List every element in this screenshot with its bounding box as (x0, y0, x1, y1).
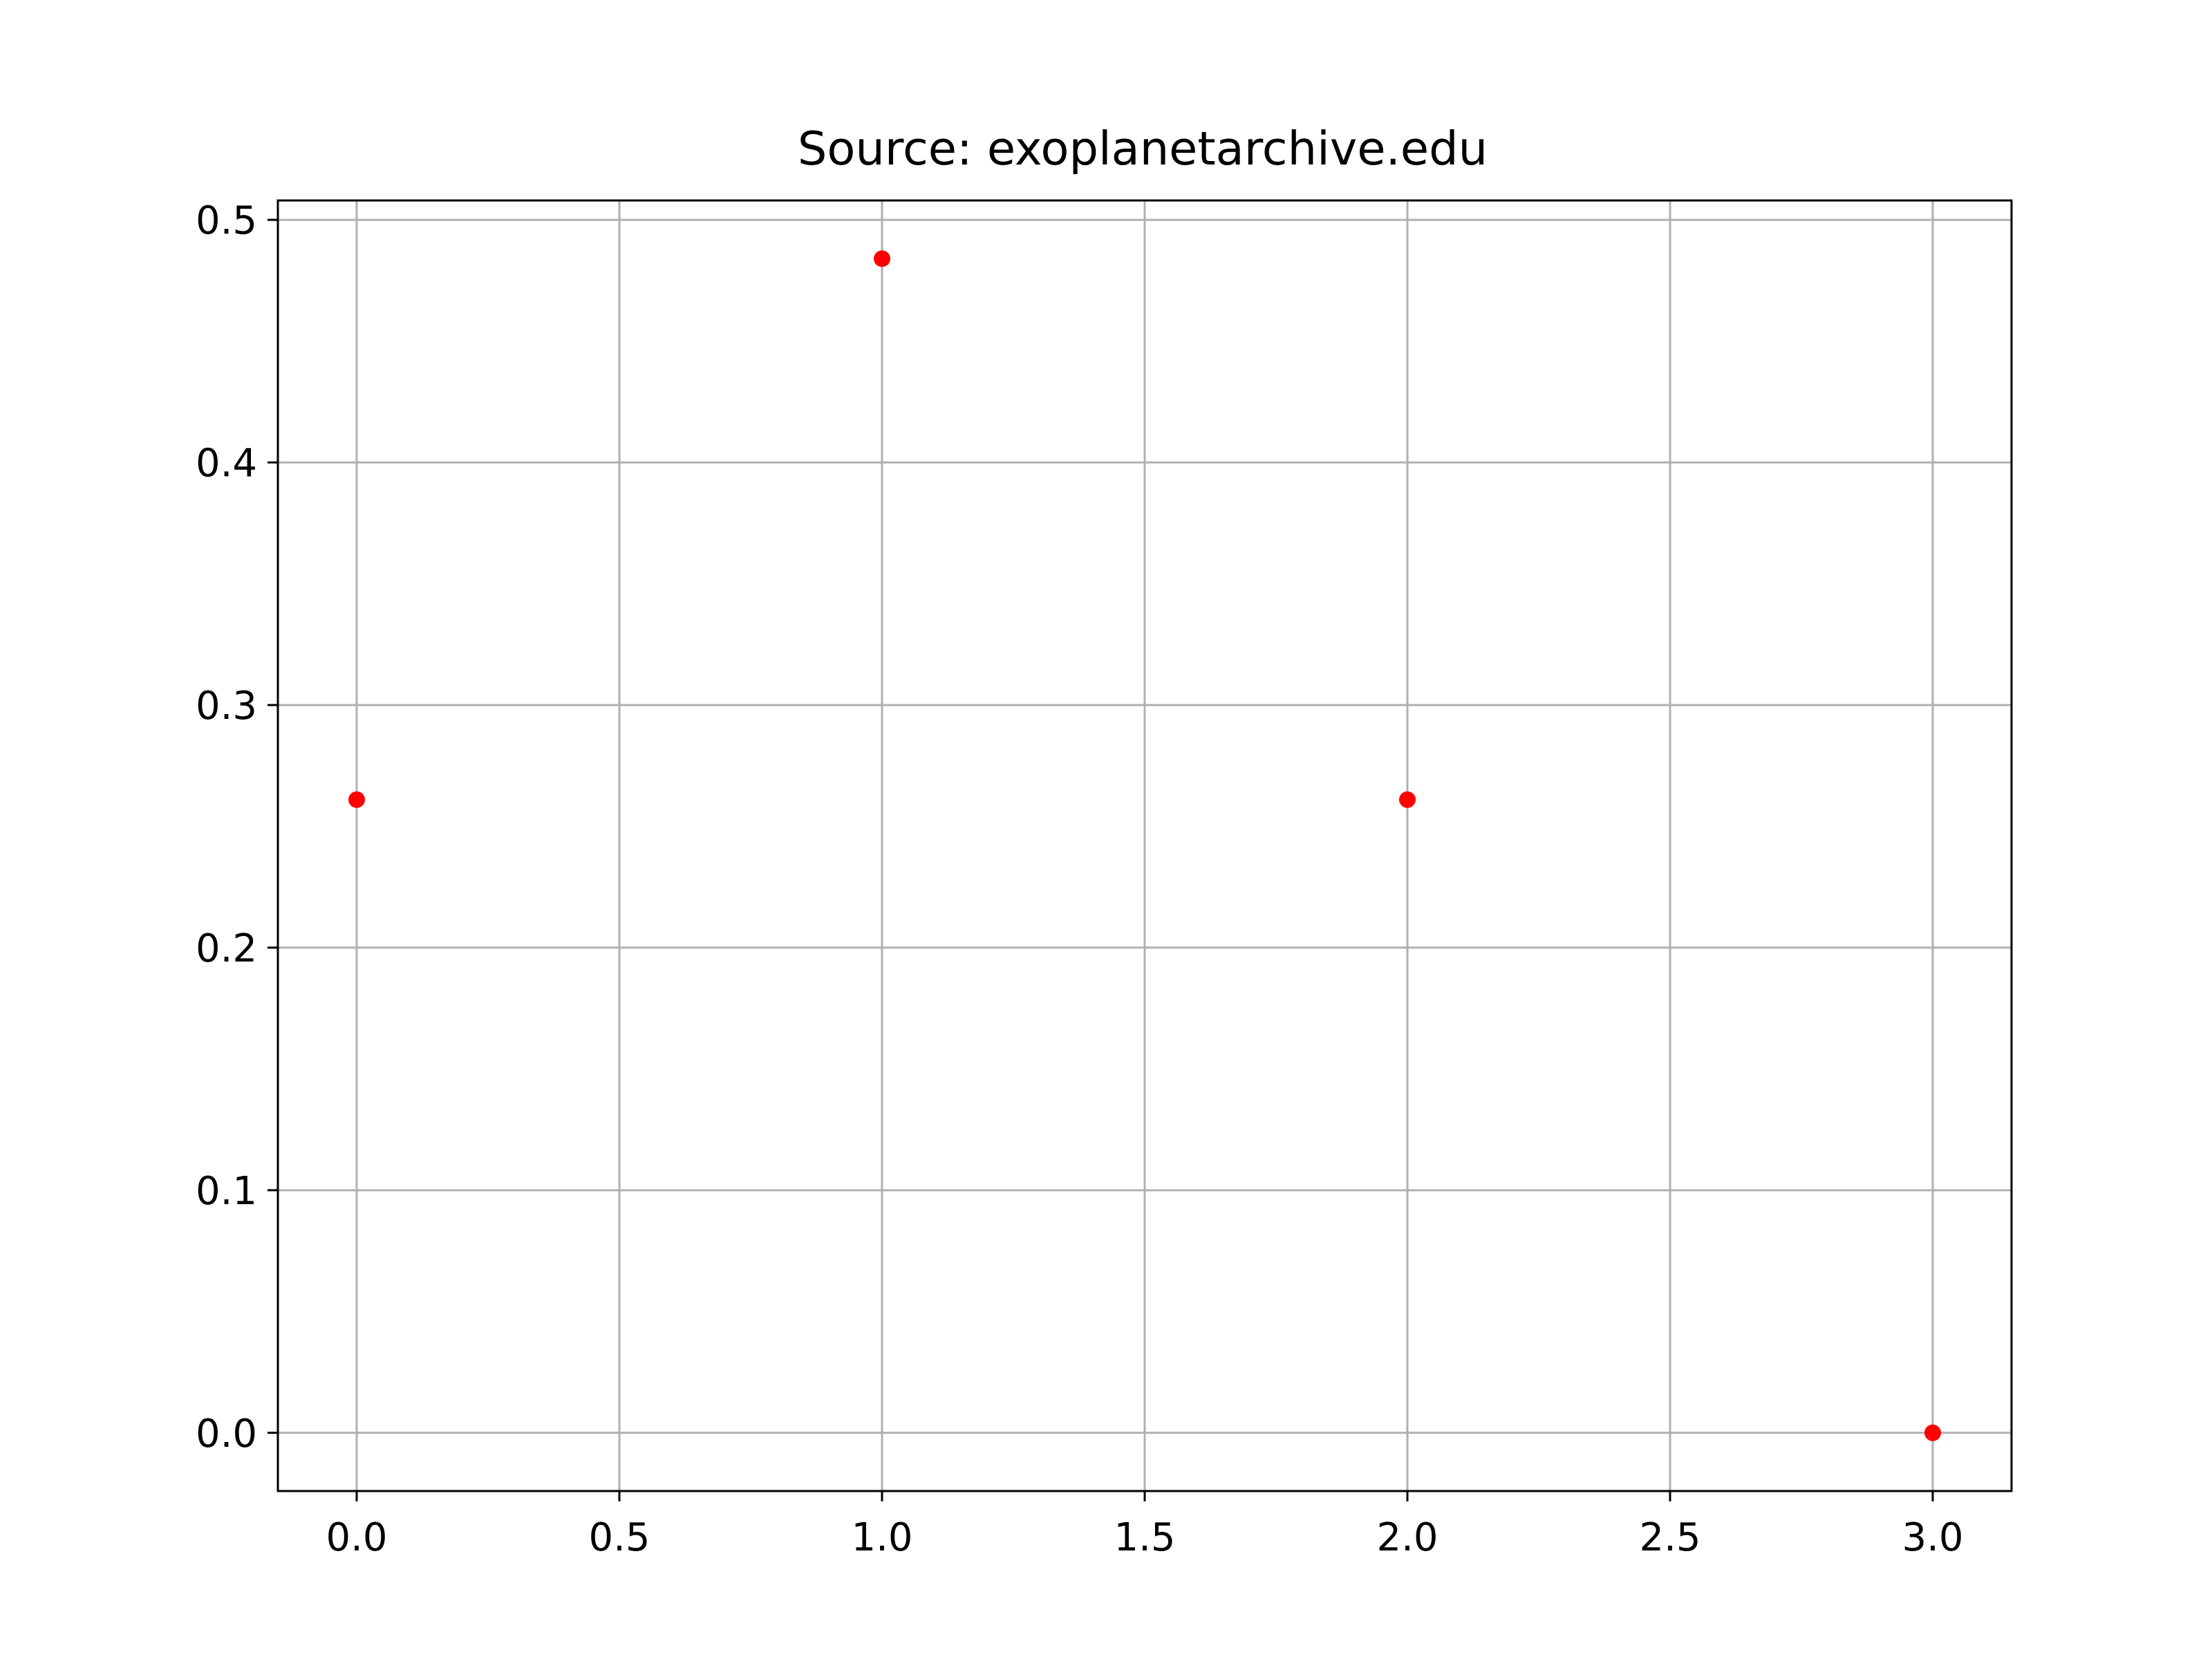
grid-lines (278, 200, 2012, 1491)
data-point (874, 250, 890, 268)
y-tick-label: 0.1 (196, 1169, 257, 1214)
data-points (348, 250, 1941, 1441)
x-tick-label: 3.0 (1902, 1515, 1963, 1560)
y-tick-label: 0.3 (196, 684, 257, 729)
data-point (1399, 791, 1416, 808)
data-point (1924, 1424, 1941, 1441)
y-tick-label: 0.0 (196, 1412, 257, 1456)
x-tick-label: 1.0 (851, 1515, 912, 1560)
x-tick-label: 2.5 (1639, 1515, 1700, 1560)
x-tick-label: 0.0 (326, 1515, 387, 1560)
y-tick-label: 0.2 (196, 926, 257, 971)
axis-ticks: 0.0 0.5 1.0 1.5 2.0 2.5 3.0 0.0 0.1 0.2 0.3 0.4 0.5 (196, 198, 1964, 1560)
x-tick-label: 0.5 (588, 1515, 650, 1560)
x-tick-label: 2.0 (1376, 1515, 1438, 1560)
chart-title: Source: exoplanetarchive.edu (798, 122, 1488, 176)
y-tick-label: 0.4 (196, 441, 257, 486)
x-tick-label: 1.5 (1114, 1515, 1175, 1560)
y-tick-label: 0.5 (196, 198, 257, 243)
data-point (348, 791, 365, 808)
